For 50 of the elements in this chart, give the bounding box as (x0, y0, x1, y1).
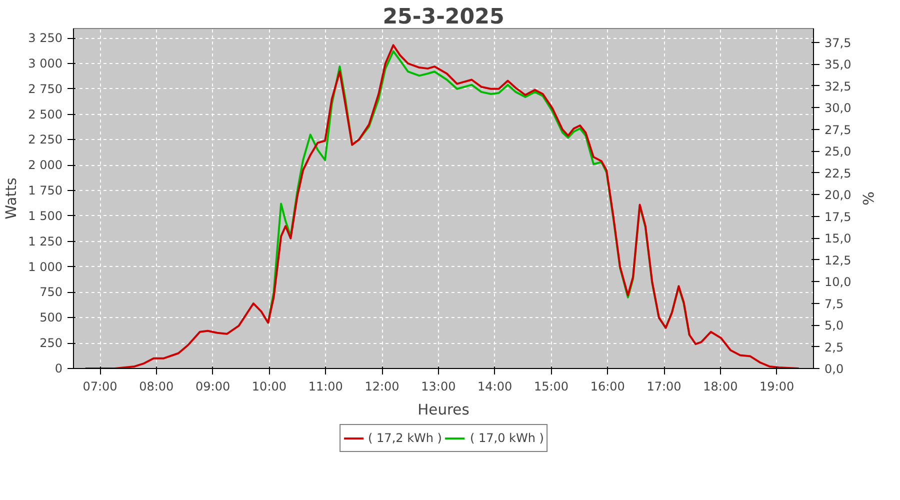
y-tick-label: 1 750 (28, 184, 63, 198)
y2-tick-label: 30,0 (824, 101, 852, 116)
x-tick-label: 17:00 (646, 380, 682, 394)
y2-tick-label: 25,0 (824, 144, 852, 159)
y-tick-label: 1 500 (28, 208, 63, 223)
y-tick-label: 0 (54, 362, 63, 376)
x-tick-label: 11:00 (308, 380, 343, 394)
y2-tick-label: 35,0 (824, 58, 852, 72)
y-tick-label: 500 (40, 310, 62, 325)
y2-tick-label: 32,5 (824, 79, 852, 94)
y2-tick-label: 0,0 (824, 362, 844, 376)
y-tick-label: 3 000 (28, 56, 63, 70)
y2-tick-label: 22,5 (824, 166, 852, 180)
x-tick-label: 18:00 (703, 380, 738, 394)
y-tick-label: 2 000 (28, 158, 63, 172)
y2-axis-title: % (859, 192, 876, 206)
y-tick-label: 3 250 (28, 31, 63, 46)
y-tick-label: 2 500 (28, 107, 63, 122)
y-tick-label: 1 000 (28, 260, 63, 274)
y-tick-label: 2 750 (28, 82, 63, 96)
y2-tick-label: 12,5 (824, 253, 852, 268)
x-tick-label: 14:00 (478, 380, 512, 394)
y2-tick-label: 2,5 (824, 340, 844, 354)
y2-tick-label: 20,0 (824, 188, 852, 202)
y2-tick-label: 15,0 (824, 232, 852, 246)
x-axis-title: Heures (418, 402, 470, 418)
x-tick-label: 12:00 (364, 380, 400, 394)
y-axis-title: Watts (3, 178, 20, 220)
x-tick-label: 10:00 (252, 380, 287, 394)
y-tick-label: 2 250 (28, 132, 63, 147)
legend-label: ( 17,2 kWh ) (368, 431, 442, 445)
x-tick-label: 08:00 (139, 380, 174, 394)
y2-tick-label: 27,5 (824, 122, 852, 137)
x-tick-label: 16:00 (590, 380, 625, 394)
x-tick-label: 07:00 (82, 380, 118, 394)
y2-tick-label: 37,5 (824, 36, 852, 50)
x-tick-label: 09:00 (196, 380, 230, 394)
y2-tick-label: 5,0 (824, 318, 844, 333)
chart-title: 25-3-2025 (382, 4, 504, 30)
x-tick-label: 15:00 (534, 380, 569, 394)
x-tick-label: 19:00 (760, 380, 794, 394)
y2-tick-label: 10,0 (824, 275, 852, 290)
y-tick-label: 750 (40, 285, 62, 300)
x-tick-label: 13:00 (421, 380, 456, 394)
y-tick-label: 250 (40, 336, 62, 350)
y2-tick-label: 7,5 (824, 296, 844, 311)
legend-label: ( 17,0 kWh ) (470, 431, 544, 445)
y-tick-label: 1 250 (28, 234, 63, 248)
line-series (84, 44, 800, 368)
y2-tick-label: 17,5 (824, 210, 852, 224)
